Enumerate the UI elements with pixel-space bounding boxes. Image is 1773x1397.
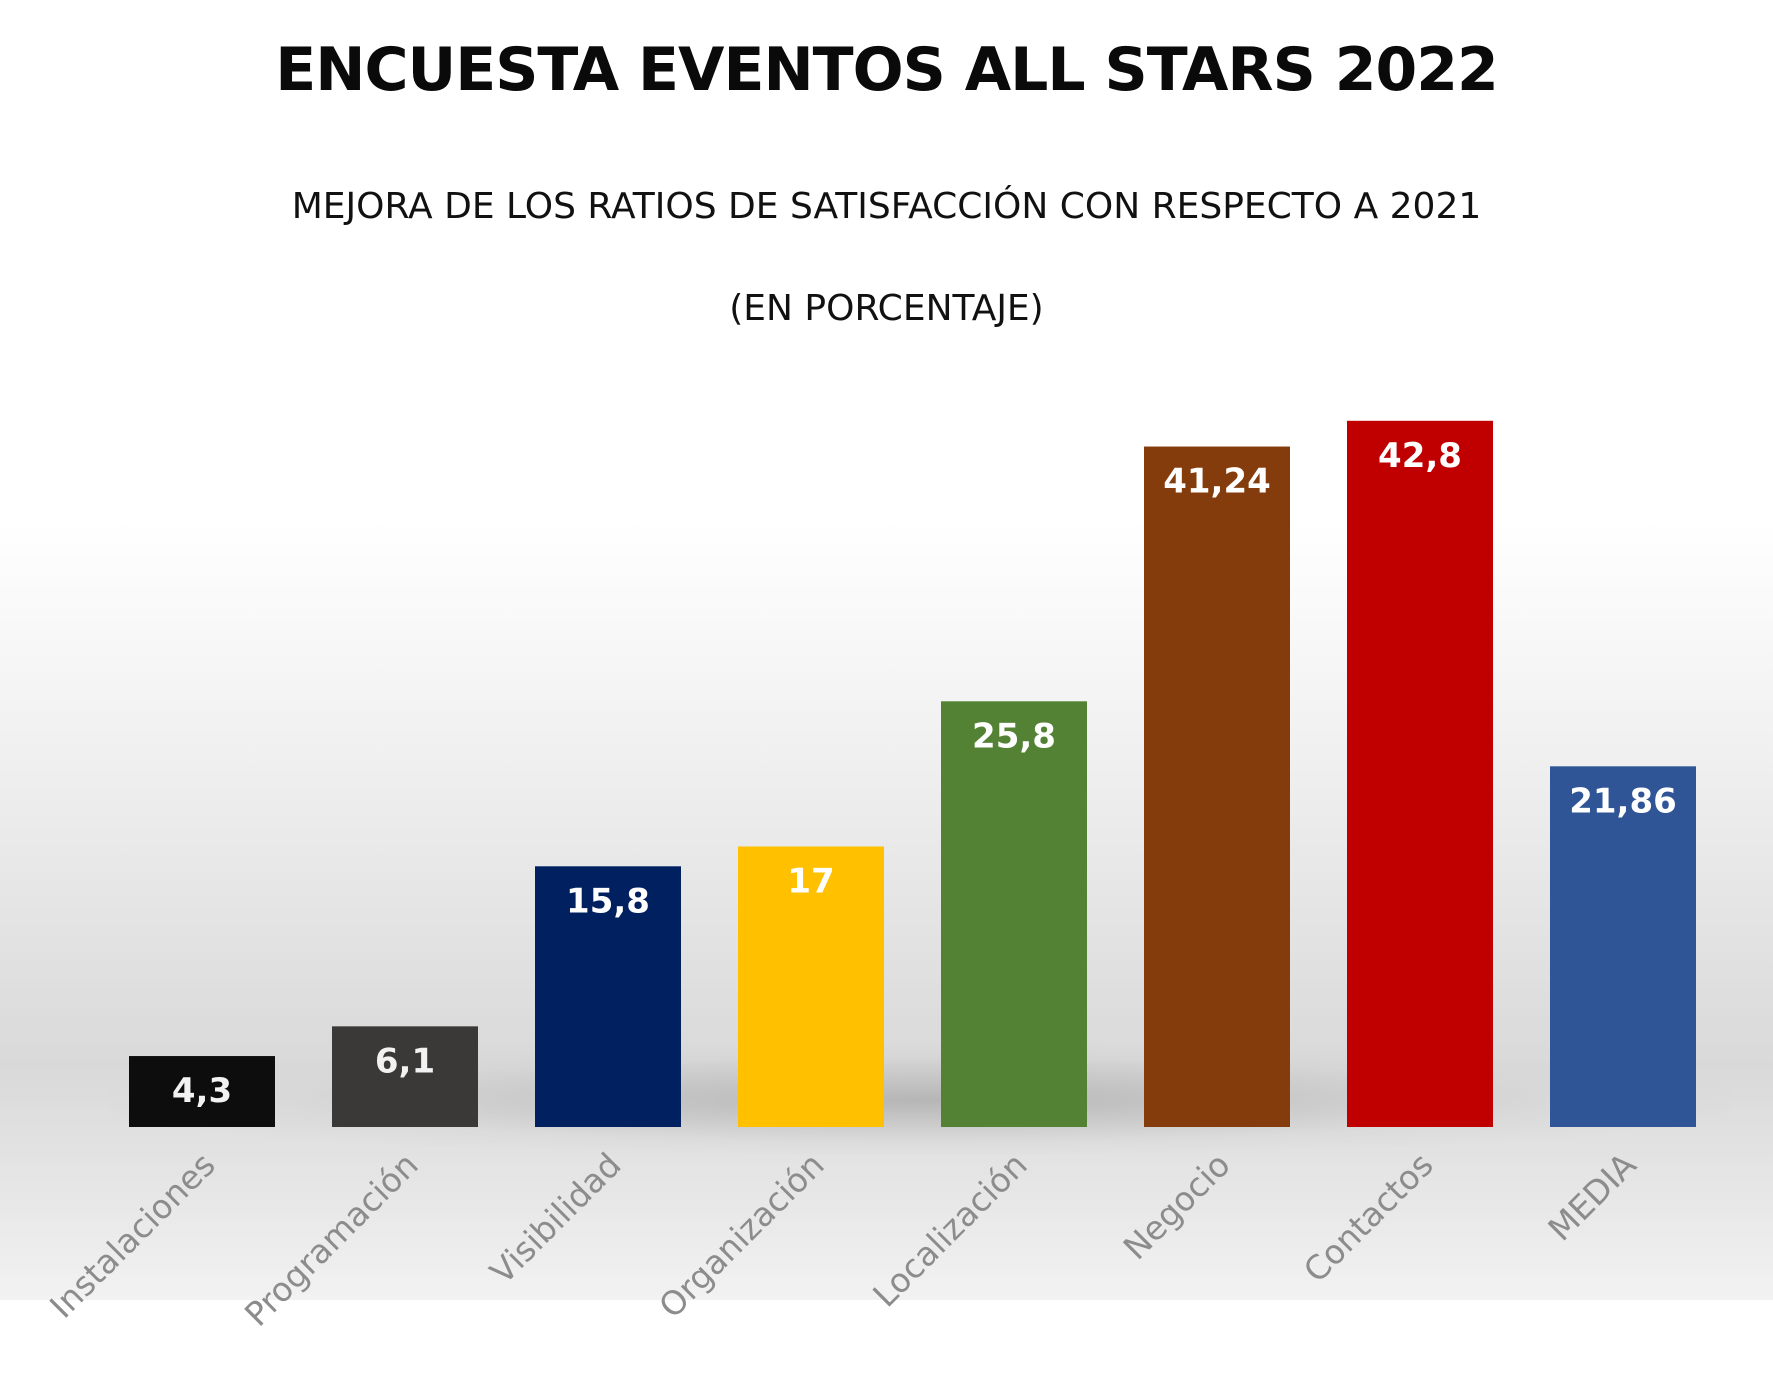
data-label: 41,24 — [1163, 462, 1271, 502]
data-label: 21,86 — [1569, 781, 1677, 821]
bar-localización — [941, 701, 1087, 1127]
bar-visibilidad — [535, 866, 681, 1127]
x-tick-label: Localización — [865, 1145, 1034, 1314]
x-tick-label: Contactos — [1296, 1145, 1441, 1290]
x-tick-label: Instalaciones — [42, 1145, 223, 1326]
bar-instalaciones — [129, 1056, 275, 1127]
data-label: 42,8 — [1378, 436, 1462, 476]
bar-organización — [738, 846, 884, 1127]
data-label: 17 — [787, 862, 834, 902]
bar-contactos — [1347, 420, 1493, 1127]
chart-subtitle-unit: (EN PORCENTAJE) — [729, 288, 1044, 329]
data-label: 15,8 — [566, 881, 650, 921]
x-tick-label: MEDIA — [1540, 1145, 1644, 1249]
chart-subtitle: MEJORA DE LOS RATIOS DE SATISFACCIÓN CON… — [291, 186, 1482, 227]
bar-negocio — [1144, 446, 1290, 1127]
x-tick-label: Negocio — [1116, 1145, 1238, 1267]
chart-title: ENCUESTA EVENTOS ALL STARS 2022 — [275, 35, 1498, 105]
x-tick-label: Visibilidad — [482, 1145, 628, 1291]
bar-programación — [332, 1026, 478, 1127]
data-label: 6,1 — [375, 1041, 435, 1081]
x-tick-label: Programación — [237, 1145, 426, 1334]
data-label: 4,3 — [172, 1071, 232, 1111]
x-tick-label: Organización — [651, 1145, 831, 1325]
bar-media — [1550, 766, 1696, 1127]
data-label: 25,8 — [972, 716, 1056, 756]
